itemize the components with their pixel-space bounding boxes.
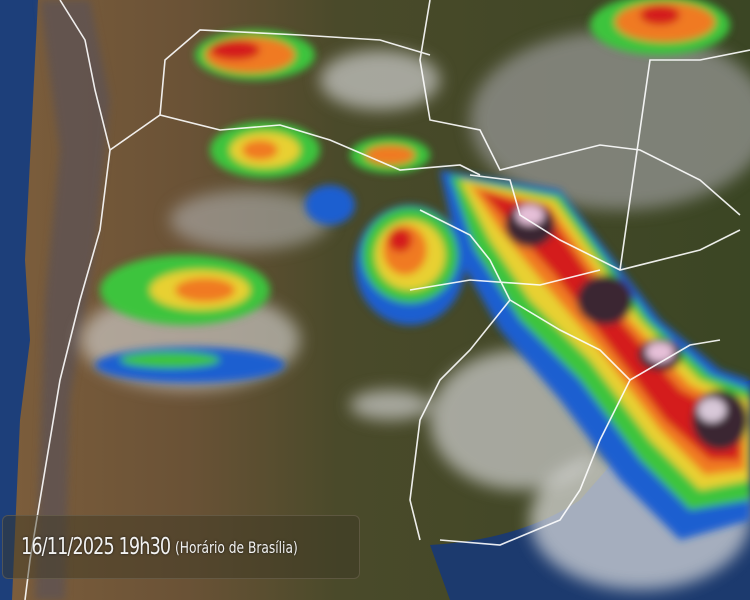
storm-cells — [95, 0, 750, 540]
andes — [35, 0, 110, 600]
timestamp-timezone: (Horário de Brasília) — [174, 537, 298, 557]
timestamp-overlay: 16/11/2025 19h30 (Horário de Brasília) — [2, 515, 360, 579]
timestamp-datetime: 16/11/2025 19h30 — [21, 534, 171, 560]
pacific-ocean — [0, 0, 38, 600]
